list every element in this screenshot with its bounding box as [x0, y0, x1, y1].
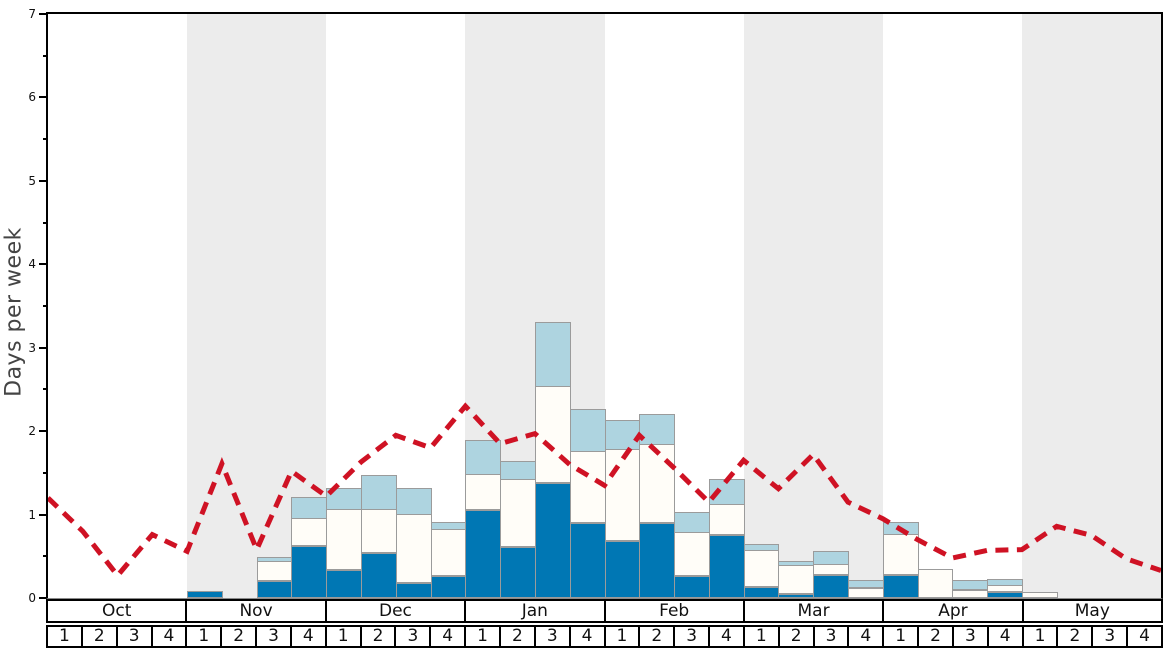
bar-segment-white: [465, 474, 502, 511]
month-cell: Nov: [185, 601, 324, 621]
bar-segment-white: [1021, 592, 1058, 598]
week-cell: 1: [882, 627, 917, 646]
week-cell: 2: [1056, 627, 1091, 646]
bar-segment-light-blue: [395, 487, 432, 515]
plot-inner: [48, 14, 1161, 598]
bar-segment-white: [917, 568, 954, 598]
bar-segment-dark-blue: [534, 482, 571, 598]
bar-segment-dark-blue: [187, 591, 223, 598]
y-major-tick: [39, 13, 48, 15]
week-cell: 1: [464, 627, 499, 646]
y-tick-label: 0: [28, 591, 36, 605]
bar-segment-white: [395, 513, 432, 583]
week-cell: 2: [917, 627, 952, 646]
month-cell: Jan: [464, 601, 603, 621]
month-cell: Oct: [101, 600, 132, 621]
bar-segment-dark-blue: [604, 541, 641, 598]
week-cell: 2: [498, 627, 534, 646]
bar-segment-light-blue: [987, 578, 1023, 587]
week-cell: 4: [568, 627, 604, 646]
month-cell: Mar: [742, 601, 882, 621]
y-tick-label: 1: [28, 507, 36, 522]
y-major-tick: [39, 513, 48, 516]
week-cell: 1: [324, 627, 360, 646]
week-cell: 1: [59, 626, 70, 646]
month-band: [882, 14, 1022, 598]
y-axis-tick-labels: 0 1 2 3 4 5 6 7: [14, 7, 36, 605]
month-cell: Apr: [882, 601, 1021, 621]
bar-segment-white: [708, 503, 745, 536]
month-band: [743, 14, 883, 598]
month-axis-row: Oct Nov Dec Jan Feb Mar Apr May: [46, 599, 1163, 623]
plot-area: [46, 12, 1163, 599]
week-cell: 4: [150, 627, 186, 646]
week-cell: 4: [289, 627, 325, 646]
bar-segment-white: [882, 533, 919, 576]
y-tick-label: 3: [28, 340, 36, 355]
y-minor-tick: [43, 221, 48, 224]
bar-segment-light-blue: [465, 440, 502, 476]
week-cell: 1: [1021, 627, 1057, 646]
week-cell: 2: [638, 627, 673, 646]
week-cell: 4: [429, 627, 464, 646]
bar-segment-white: [291, 517, 328, 547]
week-cell: 3: [255, 627, 290, 646]
month-band: [48, 14, 188, 598]
week-cell: 2: [777, 627, 813, 646]
bar-segment-white: [604, 449, 641, 542]
week-cell: 3: [673, 627, 708, 646]
week-cell: 1: [742, 627, 778, 646]
week-cell: 3: [951, 627, 987, 646]
y-major-tick: [39, 597, 48, 599]
bar-segment-white: [430, 528, 467, 577]
bar-segment-light-blue: [534, 321, 571, 387]
red-dashed-line: [48, 402, 1161, 580]
y-major-tick: [39, 430, 48, 433]
week-cell: 1: [603, 627, 639, 646]
week-cell: 3: [115, 627, 151, 646]
bar-segment-white: [500, 479, 536, 548]
y-tick-label: 6: [28, 90, 36, 105]
week-cell: 3: [533, 627, 569, 646]
y-major-tick: [39, 263, 48, 266]
y-major-tick: [39, 96, 48, 99]
month-cell: Dec: [324, 601, 464, 621]
bar-segment-white: [326, 509, 363, 571]
month-cell: Feb: [603, 601, 743, 621]
y-tick-label: 2: [28, 424, 36, 439]
week-cell: 4: [1126, 627, 1161, 646]
bar-segment-light-blue: [743, 543, 780, 552]
week-cell: 1: [185, 627, 220, 646]
month-cell: May: [1021, 601, 1161, 621]
y-tick-label: 4: [28, 257, 36, 272]
y-minor-tick: [43, 305, 48, 307]
y-minor-tick: [43, 471, 48, 474]
week-cell: 2: [220, 627, 255, 646]
week-cell: 4: [986, 627, 1022, 646]
y-minor-tick: [43, 138, 48, 141]
y-major-tick: [39, 346, 48, 349]
y-tick-label: 5: [28, 173, 36, 188]
y-minor-tick: [43, 54, 48, 57]
bar-segment-light-blue: [639, 414, 676, 446]
week-cell: 4: [847, 627, 882, 646]
week-cell: 3: [1091, 627, 1126, 646]
bar-segment-light-blue: [813, 551, 849, 565]
bar-segment-dark-blue: [639, 522, 676, 598]
y-axis-ticks: [33, 13, 48, 599]
week-cell: 3: [812, 627, 848, 646]
week-cell: 4: [708, 627, 743, 646]
y-tick-label: 7: [28, 7, 36, 21]
week-cell: 3: [394, 627, 429, 646]
y-minor-tick: [43, 388, 48, 391]
y-minor-tick: [43, 555, 48, 558]
bar-segment-white: [639, 444, 676, 523]
bar-segment-light-blue: [569, 409, 606, 452]
week-cell: 2: [359, 627, 395, 646]
week-cell: 2: [80, 627, 116, 646]
red-dashed-line-layer: [48, 402, 1161, 580]
y-major-tick: [39, 179, 48, 182]
month-band: [1021, 14, 1161, 598]
